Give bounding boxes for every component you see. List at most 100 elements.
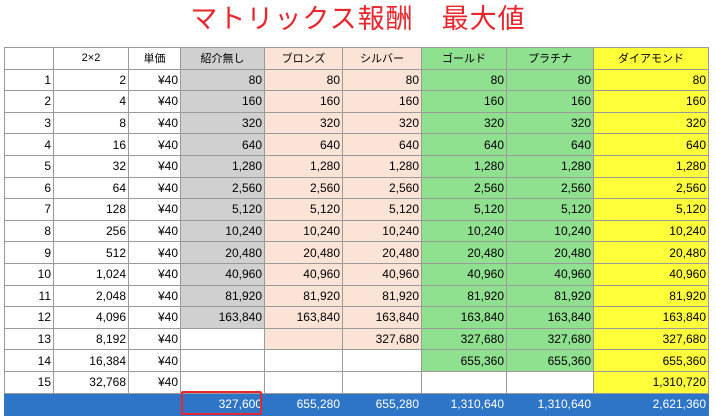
total-unit-price: [128, 392, 181, 416]
cell-silver: 10,240: [342, 219, 422, 243]
cell-bronze: 163,840: [264, 306, 343, 329]
cell-pair-count: 16,384: [53, 349, 129, 372]
header-gold: ゴールド: [421, 47, 507, 70]
cell-diamond: 655,360: [593, 349, 709, 372]
cell-row-number: 8: [4, 219, 54, 243]
table-row: 4 16 ¥40 640 640 640 640 640 640: [4, 133, 709, 156]
cell-no-referral: 2,560: [180, 176, 265, 200]
cell-row-number: 9: [4, 241, 54, 264]
cell-pair-count: 32,768: [53, 370, 129, 394]
cell-bronze: 20,480: [264, 241, 343, 264]
cell-no-referral: 160: [180, 90, 265, 113]
page-title: マトリックス報酬 最大値: [190, 4, 526, 35]
cell-row-number: 11: [4, 284, 54, 308]
cell-silver: [342, 349, 422, 372]
table-row: 6 64 ¥40 2,560 2,560 2,560 2,560 2,560 2,560: [4, 176, 709, 200]
cell-silver: 2,560: [342, 176, 422, 200]
cell-silver: 160: [342, 90, 422, 113]
cell-silver: 81,920: [342, 284, 422, 308]
cell-diamond: 2,560: [593, 176, 709, 200]
cell-gold: 5,120: [421, 198, 507, 221]
cell-row-number: 15: [4, 370, 54, 394]
cell-platinum: 81,920: [506, 284, 594, 308]
cell-row-number: 6: [4, 176, 54, 200]
cell-platinum: 10,240: [506, 219, 594, 243]
total-bronze: 655,280: [264, 392, 343, 416]
cell-no-referral: [180, 370, 265, 394]
cell-gold: 320: [421, 111, 507, 135]
cell-diamond: 10,240: [593, 219, 709, 243]
table-row: 1 2 ¥40 80 80 80 80 80 80: [4, 68, 709, 92]
cell-bronze: 80: [264, 68, 343, 92]
cell-gold: 163,840: [421, 306, 507, 329]
cell-platinum: 327,680: [506, 327, 594, 351]
cell-diamond: 81,920: [593, 284, 709, 308]
cell-row-number: 14: [4, 349, 54, 372]
header-pair-count: 2×2: [53, 47, 129, 70]
table-row: 3 8 ¥40 320 320 320 320 320 320: [4, 111, 709, 135]
cell-unit-price: ¥40: [128, 219, 181, 243]
cell-unit-price: ¥40: [128, 370, 181, 394]
cell-silver: 320: [342, 111, 422, 135]
cell-unit-price: ¥40: [128, 198, 181, 221]
cell-no-referral: 163,840: [180, 306, 265, 329]
cell-unit-price: ¥40: [128, 68, 181, 92]
cell-silver: [342, 370, 422, 394]
cell-pair-count: 4,096: [53, 306, 129, 329]
table-row: 8 256 ¥40 10,240 10,240 10,240 10,240 10,240 10,…: [4, 219, 709, 243]
header-row: 2×2 単価 紹介無し ブロンズ シルバー ゴールド プラチナ ダイアモンド: [4, 47, 709, 70]
cell-pair-count: 128: [53, 198, 129, 221]
cell-no-referral: 320: [180, 111, 265, 135]
table-row: 2 4 ¥40 160 160 160 160 160 160: [4, 90, 709, 113]
cell-platinum: 655,360: [506, 349, 594, 372]
total-no-referral: 327,600: [180, 392, 265, 416]
cell-bronze: 640: [264, 133, 343, 156]
header-bronze: ブロンズ: [264, 47, 343, 70]
cell-platinum: [506, 370, 594, 394]
cell-platinum: 163,840: [506, 306, 594, 329]
cell-no-referral: 81,920: [180, 284, 265, 308]
cell-gold: 20,480: [421, 241, 507, 264]
cell-bronze: 81,920: [264, 284, 343, 308]
header-platinum: プラチナ: [506, 47, 594, 70]
cell-gold: 640: [421, 133, 507, 156]
cell-silver: 80: [342, 68, 422, 92]
cell-pair-count: 32: [53, 154, 129, 178]
cell-pair-count: 2: [53, 68, 129, 92]
cell-silver: 5,120: [342, 198, 422, 221]
cell-gold: 81,920: [421, 284, 507, 308]
cell-platinum: 5,120: [506, 198, 594, 221]
cell-bronze: 320: [264, 111, 343, 135]
cell-platinum: 20,480: [506, 241, 594, 264]
cell-pair-count: 8,192: [53, 327, 129, 351]
table-row: 9 512 ¥40 20,480 20,480 20,480 20,480 20,480 20,…: [4, 241, 709, 264]
cell-no-referral: 10,240: [180, 219, 265, 243]
cell-bronze: [264, 349, 343, 372]
cell-bronze: 5,120: [264, 198, 343, 221]
header-diamond: ダイアモンド: [593, 47, 709, 70]
header-no-referral: 紹介無し: [180, 47, 265, 70]
cell-diamond: 1,280: [593, 154, 709, 178]
table-row: 5 32 ¥40 1,280 1,280 1,280 1,280 1,280 1,280: [4, 154, 709, 178]
cell-diamond: 320: [593, 111, 709, 135]
cell-bronze: 2,560: [264, 176, 343, 200]
cell-gold: 327,680: [421, 327, 507, 351]
cell-row-number: 4: [4, 133, 54, 156]
total-platinum: 1,310,640: [506, 392, 594, 416]
cell-unit-price: ¥40: [128, 349, 181, 372]
cell-no-referral: 640: [180, 133, 265, 156]
cell-bronze: [264, 370, 343, 394]
header-unit-price: 単価: [128, 47, 181, 70]
cell-no-referral: 20,480: [180, 241, 265, 264]
cell-pair-count: 4: [53, 90, 129, 113]
cell-diamond: 160: [593, 90, 709, 113]
cell-pair-count: 64: [53, 176, 129, 200]
cell-diamond: 80: [593, 68, 709, 92]
cell-silver: 640: [342, 133, 422, 156]
header-row-number: [4, 47, 54, 70]
cell-no-referral: 40,960: [180, 262, 265, 286]
cell-gold: 80: [421, 68, 507, 92]
cell-pair-count: 512: [53, 241, 129, 264]
cell-unit-price: ¥40: [128, 241, 181, 264]
total-silver: 655,280: [342, 392, 422, 416]
